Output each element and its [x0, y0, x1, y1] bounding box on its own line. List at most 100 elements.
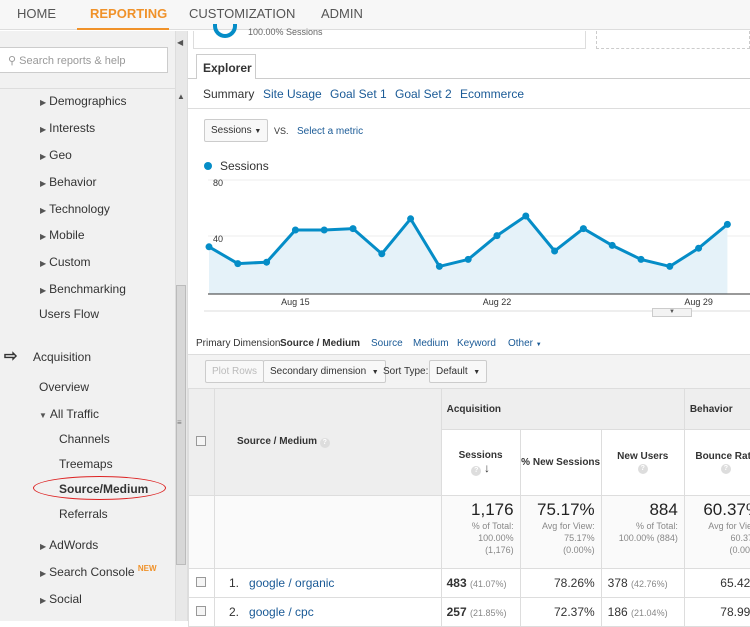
data-point[interactable] [695, 245, 702, 252]
top-nav: HOME REPORTING CUSTOMIZATION ADMIN [0, 0, 750, 30]
data-point[interactable] [378, 250, 385, 257]
search-placeholder: Search reports & help [19, 55, 125, 67]
caret-right-icon: ▶ [40, 179, 46, 188]
total-sub: Avg for View: [708, 521, 750, 531]
data-point[interactable] [724, 221, 731, 228]
data-point[interactable] [522, 213, 529, 220]
data-point[interactable] [666, 263, 673, 270]
sidebar-item-technology[interactable]: ▶Technology [40, 202, 110, 216]
nav-home[interactable]: HOME [17, 6, 56, 21]
plot-rows-button[interactable]: Plot Rows [205, 360, 264, 383]
search-input[interactable]: ⚲ Search reports & help [0, 47, 168, 73]
data-point[interactable] [609, 242, 616, 249]
total-sub: 100.00% [478, 533, 514, 543]
data-point[interactable] [292, 227, 299, 234]
dropdown-arrow-icon: ▼ [254, 128, 261, 135]
sessions-value: 257 [447, 605, 467, 619]
sidebar-item-acquisition[interactable]: Acquisition [33, 350, 91, 364]
table-row: 2. google / cpc 257 (21.85%) 72.37% 186 … [189, 598, 750, 627]
data-point[interactable] [206, 243, 213, 250]
sidebar-item-custom[interactable]: ▶Custom [40, 255, 91, 269]
subtab-ecommerce[interactable]: Ecommerce [460, 87, 524, 101]
divider [188, 78, 750, 79]
data-point[interactable] [321, 227, 328, 234]
collapse-sidebar-icon[interactable]: ◀ [177, 38, 183, 47]
divider [0, 88, 175, 89]
dropdown-arrow-icon: ▼ [372, 369, 379, 376]
total-sub: (1,176) [485, 545, 514, 555]
header-sessions[interactable]: Sessions? ↓ [441, 430, 520, 496]
sidebar-item-referrals[interactable]: Referrals [59, 507, 108, 521]
sidebar-item-overview[interactable]: Overview [39, 380, 89, 394]
data-point[interactable] [551, 248, 558, 255]
dimension-source[interactable]: Source [371, 338, 403, 349]
new-badge: NEW [138, 564, 157, 573]
row-checkbox[interactable] [196, 606, 206, 616]
total-value: 1,176 [448, 500, 514, 520]
data-point[interactable] [234, 260, 241, 267]
subtab-goal-set-1[interactable]: Goal Set 1 [330, 87, 387, 101]
chart-options-toggle[interactable]: ▼ [652, 308, 692, 317]
sidebar-item-social[interactable]: ▶Social [40, 592, 82, 606]
data-point[interactable] [350, 225, 357, 232]
sidebar-item-search-console[interactable]: ▶Search Console NEW [40, 564, 157, 579]
tab-explorer[interactable]: Explorer [196, 54, 256, 79]
data-point[interactable] [580, 225, 587, 232]
header-new-sessions[interactable]: % New Sessions [520, 430, 601, 496]
segment-label: 100.00% Sessions [248, 27, 323, 37]
data-point[interactable] [263, 259, 270, 266]
total-sub: (0.00%) [729, 545, 750, 555]
help-icon: ? [721, 464, 731, 474]
add-segment-card[interactable] [596, 31, 750, 49]
dimension-source-medium[interactable]: Source / Medium [280, 338, 360, 349]
select-all-checkbox[interactable] [196, 436, 206, 446]
data-point[interactable] [638, 256, 645, 263]
sidebar-item-all-traffic[interactable]: ▼All Traffic [39, 407, 99, 421]
data-point[interactable] [436, 263, 443, 270]
acquisition-icon: ⇨ [4, 346, 17, 366]
sidebar-item-mobile[interactable]: ▶Mobile [40, 228, 85, 242]
total-sub: % of Total: [472, 521, 514, 531]
sidebar-item-benchmarking[interactable]: ▶Benchmarking [40, 282, 126, 296]
nav-customization[interactable]: CUSTOMIZATION [189, 6, 295, 21]
secondary-dimension-dropdown[interactable]: Secondary dimension ▼ [263, 360, 386, 383]
total-cell: 75.17% Avg for View:75.17%(0.00%) [520, 496, 601, 569]
nav-admin[interactable]: ADMIN [321, 6, 363, 21]
total-value: 884 [608, 500, 678, 520]
active-tab-indicator [77, 28, 169, 30]
row-link[interactable]: google / organic [249, 576, 334, 590]
sidebar-item-adwords[interactable]: ▶AdWords [40, 538, 98, 552]
dimension-medium[interactable]: Medium [413, 338, 449, 349]
sidebar-item-geo[interactable]: ▶Geo [40, 148, 72, 162]
scroll-up-icon[interactable]: ▲ [177, 92, 185, 101]
select-metric-link[interactable]: Select a metric [297, 126, 363, 137]
data-point[interactable] [494, 232, 501, 239]
header-bounce-rate[interactable]: Bounce Rate? [684, 430, 750, 496]
drag-handle-icon[interactable]: ≡ [177, 418, 182, 427]
subtab-summary[interactable]: Summary [203, 87, 254, 101]
subtab-site-usage[interactable]: Site Usage [263, 87, 322, 101]
dimension-other[interactable]: Other ▼ [508, 338, 542, 349]
header-source-medium[interactable]: Source / Medium ? [214, 389, 441, 496]
sidebar-item-demographics[interactable]: ▶Demographics [40, 94, 127, 108]
new-sessions-value: 78.26% [520, 569, 601, 598]
sidebar-item-channels[interactable]: Channels [59, 432, 110, 446]
data-point[interactable] [407, 215, 414, 222]
dimension-keyword[interactable]: Keyword [457, 338, 496, 349]
sidebar-item-users-flow[interactable]: Users Flow [39, 307, 99, 321]
y-tick-label: 80 [213, 178, 223, 188]
sort-type-dropdown[interactable]: Default ▼ [429, 360, 487, 383]
data-point[interactable] [465, 256, 472, 263]
y-tick-label: 40 [213, 234, 223, 244]
header-new-users[interactable]: New Users? [601, 430, 684, 496]
nav-reporting[interactable]: REPORTING [90, 6, 167, 21]
help-icon: ? [471, 466, 481, 476]
sidebar-item-behavior[interactable]: ▶Behavior [40, 175, 97, 189]
metric-dropdown[interactable]: Sessions ▼ [204, 119, 268, 142]
subtab-goal-set-2[interactable]: Goal Set 2 [395, 87, 452, 101]
row-link[interactable]: google / cpc [249, 605, 314, 619]
sidebar-item-interests[interactable]: ▶Interests [40, 121, 95, 135]
row-checkbox[interactable] [196, 577, 206, 587]
sidebar-item-treemaps[interactable]: Treemaps [59, 457, 113, 471]
